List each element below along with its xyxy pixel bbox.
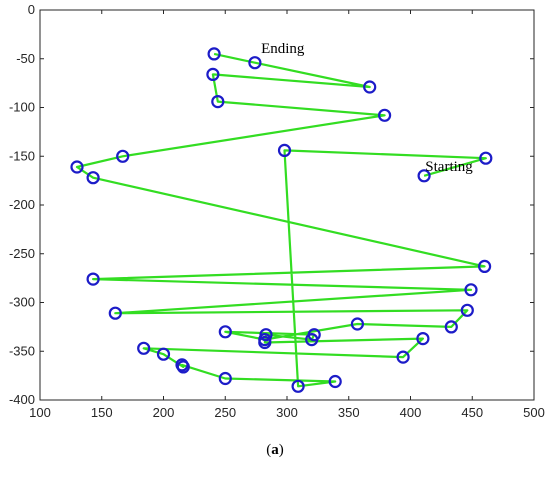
data-point	[86, 171, 100, 185]
x-tick-label: 100	[29, 405, 51, 420]
data-point	[396, 350, 410, 364]
y-tick-label: -400	[9, 392, 35, 407]
caption-open: (	[266, 442, 272, 458]
data-point	[460, 303, 474, 317]
x-tick-label: 300	[276, 405, 298, 420]
x-tick-label: 350	[338, 405, 360, 420]
data-point	[291, 379, 305, 393]
data-point	[350, 317, 364, 331]
data-point	[86, 272, 100, 286]
annotation-label: Starting	[425, 159, 473, 175]
data-point	[70, 160, 84, 174]
data-point	[206, 67, 220, 82]
y-tick-label: -200	[9, 197, 35, 212]
y-tick-label: -100	[9, 100, 35, 115]
x-tick-label: 400	[400, 405, 422, 420]
data-point	[464, 283, 478, 297]
data-point	[378, 108, 392, 122]
data-point	[248, 56, 262, 70]
annotations: Starting Ending	[261, 41, 473, 175]
caption-letter: a	[271, 442, 279, 458]
data-point	[218, 325, 232, 339]
data-point	[478, 259, 492, 273]
x-tick-label: 500	[523, 405, 545, 420]
y-tick-label: -50	[16, 51, 35, 66]
data-point	[258, 333, 272, 347]
data-point	[218, 371, 232, 386]
x-tick-label: 200	[153, 405, 175, 420]
figure-caption: (a)	[0, 442, 550, 459]
data-point	[416, 332, 430, 346]
trajectory-markers	[70, 47, 493, 393]
trajectory-path	[75, 52, 487, 388]
data-point	[108, 306, 122, 320]
data-point	[307, 328, 321, 342]
series-line	[75, 52, 487, 388]
data-point	[211, 94, 225, 109]
axis-ticks: 100 150 200 250 300 350 400 450 500 0 -50 -100 -150 -…	[9, 2, 545, 420]
data-point	[156, 347, 171, 361]
data-point	[176, 360, 190, 374]
x-tick-label: 450	[461, 405, 483, 420]
x-tick-label: 150	[91, 405, 113, 420]
y-tick-label: -300	[9, 295, 35, 310]
data-point	[116, 149, 130, 163]
x-tick-label: 250	[214, 405, 236, 420]
data-point	[417, 169, 431, 183]
y-tick-label: -350	[9, 343, 35, 358]
caption-close: )	[278, 442, 284, 458]
data-point	[277, 143, 292, 157]
data-point	[328, 374, 342, 389]
y-tick-label: -150	[9, 148, 35, 163]
data-point	[137, 341, 151, 355]
data-point	[444, 320, 458, 334]
data-point	[479, 151, 493, 165]
y-tick-label: -250	[9, 246, 35, 261]
annotation-label: Ending	[261, 41, 305, 57]
data-point	[207, 47, 221, 61]
data-point	[363, 80, 377, 94]
y-tick-label: 0	[28, 2, 35, 17]
